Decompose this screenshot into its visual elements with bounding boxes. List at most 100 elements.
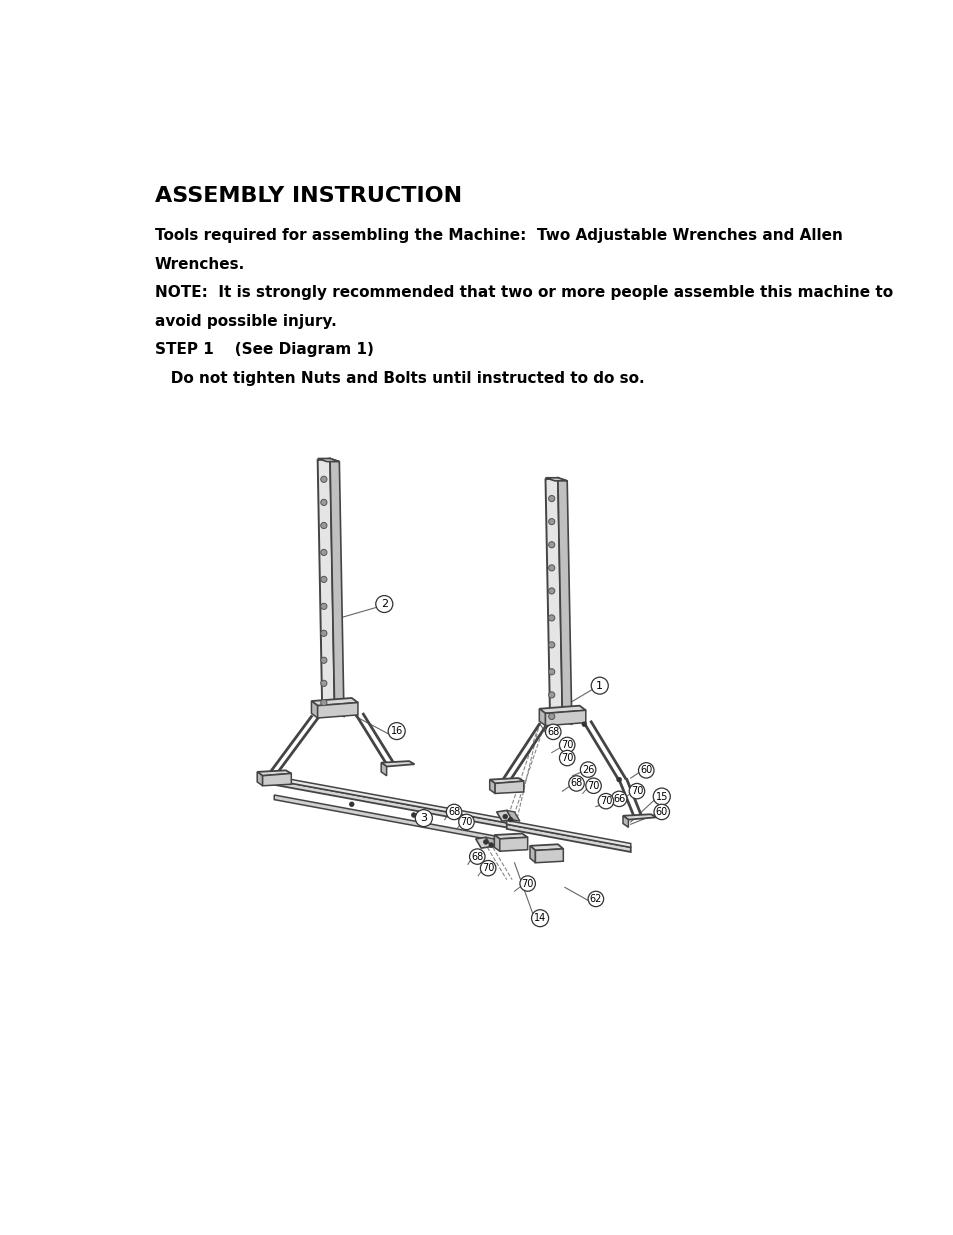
Text: 70: 70: [630, 787, 642, 797]
Circle shape: [349, 802, 354, 806]
Circle shape: [548, 692, 555, 698]
Polygon shape: [622, 814, 656, 820]
Polygon shape: [499, 837, 527, 851]
Polygon shape: [381, 761, 415, 767]
Circle shape: [483, 840, 488, 845]
Circle shape: [458, 814, 474, 830]
Circle shape: [519, 876, 535, 892]
Circle shape: [548, 714, 555, 720]
Polygon shape: [489, 778, 523, 783]
Text: STEP 1    (See Diagram 1): STEP 1 (See Diagram 1): [154, 342, 374, 357]
Polygon shape: [485, 837, 498, 848]
Circle shape: [488, 842, 493, 847]
Circle shape: [375, 595, 393, 613]
Circle shape: [617, 777, 620, 782]
Circle shape: [558, 751, 575, 766]
Polygon shape: [506, 820, 630, 847]
Polygon shape: [506, 824, 630, 852]
Text: 15: 15: [655, 792, 667, 802]
Text: 60: 60: [639, 766, 652, 776]
Polygon shape: [381, 763, 386, 776]
Circle shape: [579, 762, 596, 777]
Text: 68: 68: [570, 778, 582, 788]
Polygon shape: [271, 776, 514, 824]
Polygon shape: [262, 773, 291, 785]
Text: Do not tighten Nuts and Bolts until instructed to do so.: Do not tighten Nuts and Bolts until inst…: [154, 370, 643, 385]
Polygon shape: [545, 710, 585, 726]
Circle shape: [581, 721, 586, 726]
Circle shape: [320, 577, 327, 583]
Polygon shape: [494, 835, 499, 851]
Polygon shape: [545, 478, 567, 480]
Text: 62: 62: [589, 894, 601, 904]
Polygon shape: [271, 779, 514, 829]
Text: 68: 68: [547, 727, 558, 737]
Text: 26: 26: [581, 764, 594, 774]
Polygon shape: [311, 701, 317, 718]
Circle shape: [654, 804, 669, 820]
Circle shape: [320, 630, 327, 636]
Circle shape: [587, 892, 603, 906]
Circle shape: [508, 818, 513, 823]
Text: 60: 60: [655, 806, 667, 816]
Polygon shape: [535, 848, 562, 863]
Circle shape: [411, 813, 416, 818]
Polygon shape: [489, 779, 495, 793]
Circle shape: [548, 588, 555, 594]
Text: 70: 70: [560, 753, 573, 763]
Polygon shape: [330, 458, 344, 716]
Circle shape: [548, 668, 555, 674]
Polygon shape: [494, 834, 527, 839]
Polygon shape: [497, 810, 512, 821]
Circle shape: [469, 848, 484, 864]
Text: 70: 70: [587, 781, 599, 790]
Polygon shape: [622, 816, 628, 827]
Polygon shape: [538, 705, 585, 714]
Circle shape: [320, 499, 327, 505]
Circle shape: [585, 778, 600, 793]
Text: 70: 70: [459, 816, 472, 827]
Text: 70: 70: [521, 878, 534, 888]
Circle shape: [320, 657, 327, 663]
Circle shape: [545, 724, 560, 740]
Text: 14: 14: [534, 913, 546, 924]
Polygon shape: [257, 772, 262, 785]
Circle shape: [629, 783, 644, 799]
Polygon shape: [257, 771, 291, 776]
Circle shape: [320, 680, 327, 687]
Text: 2: 2: [380, 599, 388, 609]
Circle shape: [502, 814, 507, 819]
Text: Tools required for assembling the Machine:  Two Adjustable Wrenches and Allen: Tools required for assembling the Machin…: [154, 228, 841, 243]
Circle shape: [320, 550, 327, 556]
Polygon shape: [274, 795, 510, 844]
Circle shape: [320, 477, 327, 483]
Polygon shape: [506, 810, 519, 821]
Circle shape: [548, 642, 555, 648]
Circle shape: [388, 722, 405, 740]
Circle shape: [446, 804, 461, 820]
Text: avoid possible injury.: avoid possible injury.: [154, 314, 336, 329]
Polygon shape: [311, 698, 357, 705]
Text: NOTE:  It is strongly recommended that two or more people assemble this machine : NOTE: It is strongly recommended that tw…: [154, 285, 892, 300]
Polygon shape: [558, 478, 571, 724]
Text: ASSEMBLY INSTRUCTION: ASSEMBLY INSTRUCTION: [154, 186, 461, 206]
Polygon shape: [317, 703, 357, 718]
Circle shape: [548, 495, 555, 501]
Circle shape: [320, 522, 327, 529]
Polygon shape: [317, 458, 339, 462]
Circle shape: [548, 564, 555, 571]
Circle shape: [568, 776, 583, 792]
Text: Wrenches.: Wrenches.: [154, 257, 245, 272]
Polygon shape: [545, 478, 562, 724]
Circle shape: [638, 763, 654, 778]
Circle shape: [548, 615, 555, 621]
Circle shape: [558, 737, 575, 752]
Polygon shape: [538, 709, 545, 726]
Circle shape: [548, 542, 555, 548]
Text: 70: 70: [560, 740, 573, 750]
Text: 68: 68: [471, 852, 483, 862]
Circle shape: [320, 699, 327, 705]
Polygon shape: [530, 845, 562, 851]
Text: 70: 70: [481, 863, 494, 873]
Circle shape: [415, 810, 432, 826]
